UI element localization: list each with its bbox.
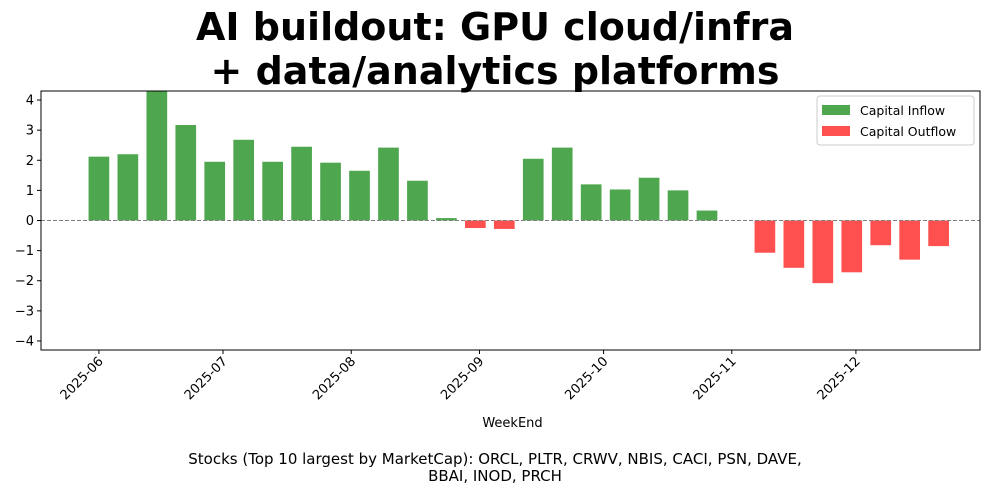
bar-outflow bbox=[899, 220, 921, 260]
bar-inflow bbox=[117, 154, 139, 221]
bar-inflow bbox=[262, 161, 283, 221]
x-tick-label: 2025-08 bbox=[310, 354, 359, 403]
legend-label-inflow: Capital Inflow bbox=[860, 103, 945, 118]
x-tick-label: 2025-10 bbox=[562, 354, 611, 403]
x-tick-label: 2025-07 bbox=[182, 354, 231, 403]
bar-inflow bbox=[551, 147, 573, 221]
y-tick-label: 2 bbox=[26, 154, 34, 169]
bar-inflow bbox=[175, 125, 197, 221]
bar-inflow bbox=[667, 190, 689, 221]
chart-title-line-2: + data/analytics platforms bbox=[210, 49, 780, 93]
chart-title-line-1: AI buildout: GPU cloud/infra bbox=[196, 5, 794, 49]
bar-inflow bbox=[349, 170, 370, 221]
legend[interactable]: Capital Inflow Capital Outflow bbox=[816, 95, 975, 146]
bar-outflow bbox=[870, 220, 892, 246]
y-tick-label: −1 bbox=[15, 244, 34, 259]
bar-inflow bbox=[522, 158, 544, 221]
x-tick-label: 2025-09 bbox=[438, 354, 487, 403]
bar-inflow bbox=[580, 184, 602, 221]
bar-outflow bbox=[841, 220, 863, 273]
y-tick-label: 1 bbox=[26, 184, 34, 199]
y-tick-label: 4 bbox=[26, 94, 34, 109]
y-tick-label: −2 bbox=[15, 274, 34, 289]
y-tick-label: 0 bbox=[26, 214, 34, 229]
bar-inflow bbox=[320, 162, 341, 221]
bar-outflow bbox=[783, 220, 805, 268]
bar-inflow bbox=[638, 177, 660, 221]
x-axis: 2025-06 2025-07 2025-08 2025-09 2025-10 2025-… bbox=[58, 350, 864, 403]
legend-swatch-outflow bbox=[822, 126, 850, 136]
bar-inflow bbox=[291, 146, 312, 221]
bar-inflow bbox=[233, 139, 255, 221]
bar-outflow bbox=[493, 220, 515, 229]
y-tick-label: −4 bbox=[15, 334, 34, 349]
x-tick-label: 2025-11 bbox=[691, 354, 740, 403]
y-tick-label: 3 bbox=[26, 124, 34, 139]
bar-outflow bbox=[754, 220, 776, 253]
footnote-line-1: Stocks (Top 10 largest by MarketCap): OR… bbox=[188, 450, 802, 468]
bar-inflow bbox=[88, 156, 110, 221]
y-tick-label: −3 bbox=[15, 304, 34, 319]
legend-swatch-inflow bbox=[822, 105, 850, 115]
bar-inflow bbox=[696, 210, 718, 221]
bar-inflow bbox=[436, 218, 457, 221]
x-tick-label: 2025-12 bbox=[815, 354, 864, 403]
bar-inflow bbox=[378, 147, 399, 221]
bar-outflow bbox=[465, 220, 486, 229]
bar-inflow bbox=[204, 161, 226, 221]
x-axis-label: WeekEnd bbox=[482, 416, 542, 431]
bar-inflow bbox=[407, 180, 428, 221]
legend-box bbox=[816, 95, 975, 146]
x-tick-label: 2025-06 bbox=[58, 354, 107, 403]
bars-group bbox=[88, 91, 949, 284]
y-axis: −4 −3 −2 −1 0 1 2 3 4 bbox=[15, 94, 41, 349]
bar-inflow bbox=[146, 91, 168, 221]
bar-outflow bbox=[928, 220, 949, 247]
footnote-line-2: BBAI, INOD, PRCH bbox=[428, 467, 562, 485]
legend-label-outflow: Capital Outflow bbox=[860, 124, 956, 139]
bar-inflow bbox=[609, 189, 631, 221]
bar-outflow bbox=[812, 220, 834, 284]
